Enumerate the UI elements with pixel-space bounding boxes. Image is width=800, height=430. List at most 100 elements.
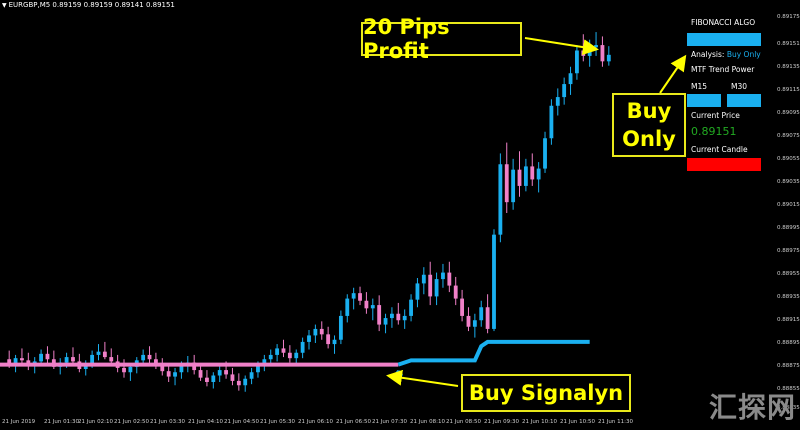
candle-body bbox=[211, 375, 216, 382]
tf2-label: M30 bbox=[731, 82, 748, 91]
candle-body bbox=[492, 234, 496, 329]
candle-body bbox=[153, 359, 158, 366]
time-tick: 21 Jun 03:30 bbox=[150, 419, 185, 425]
price-tick: 0.89115 bbox=[777, 87, 800, 93]
candle-body bbox=[256, 364, 260, 373]
time-tick: 21 Jun 06:10 bbox=[298, 419, 333, 425]
price-tick: 0.88875 bbox=[777, 363, 800, 369]
time-tick: 21 Jun 06:50 bbox=[336, 419, 371, 425]
time-tick: 21 Jun 2019 bbox=[2, 419, 36, 425]
dropdown-triangle-icon[interactable]: ▼ bbox=[2, 2, 7, 9]
candle-body bbox=[141, 354, 146, 361]
time-axis: 21 Jun 2019 21 Jun 01:30 21 Jun 02:10 21… bbox=[0, 415, 774, 430]
price-tick: 0.88835 bbox=[777, 405, 800, 411]
candle-body bbox=[275, 348, 280, 355]
candle-body bbox=[236, 380, 241, 386]
candle-body bbox=[166, 371, 171, 377]
candle-body bbox=[504, 164, 509, 203]
watermark-logo: 汇探网 bbox=[708, 391, 796, 424]
candle-body bbox=[351, 293, 356, 299]
time-tick: 21 Jun 02:50 bbox=[114, 419, 149, 425]
candle-body bbox=[332, 339, 337, 345]
buy-only-callout: Buy Only bbox=[612, 93, 686, 157]
profit-callout: 20 Pips Profit bbox=[361, 15, 522, 63]
candle-body bbox=[562, 84, 567, 98]
price-tick: 0.89175 bbox=[777, 14, 800, 20]
time-tick: 21 Jun 08:50 bbox=[446, 419, 481, 425]
candle-body bbox=[173, 372, 177, 377]
time-tick: 21 Jun 08:10 bbox=[410, 419, 445, 425]
candle-body bbox=[96, 351, 101, 355]
candle-body bbox=[472, 320, 477, 327]
price-tick: 0.88895 bbox=[777, 340, 800, 346]
candle-body bbox=[370, 305, 375, 309]
candle-body bbox=[377, 305, 382, 325]
current-price-value: 0.89151 bbox=[691, 125, 737, 138]
current-price-label: Current Price bbox=[691, 111, 740, 120]
panel-signal-bar bbox=[687, 33, 761, 46]
price-tick: 0.88995 bbox=[777, 225, 800, 231]
price-tick: 0.89095 bbox=[777, 110, 800, 116]
candle-body bbox=[307, 335, 311, 342]
candle-body bbox=[555, 97, 560, 106]
candle-body bbox=[511, 169, 516, 203]
candle-body bbox=[460, 298, 465, 316]
candle-body bbox=[243, 378, 248, 386]
analysis-label: Analysis: bbox=[691, 50, 725, 59]
time-tick: 21 Jun 10:10 bbox=[522, 419, 557, 425]
panel-title: FIBONACCI ALGO bbox=[691, 18, 756, 27]
candle-body bbox=[249, 372, 254, 379]
time-tick: 21 Jun 05:30 bbox=[260, 419, 295, 425]
candle-body bbox=[453, 285, 458, 299]
candle-body bbox=[396, 313, 401, 321]
time-tick: 21 Jun 11:30 bbox=[598, 419, 633, 425]
candle-body bbox=[549, 105, 554, 139]
candle-body bbox=[122, 367, 126, 373]
symbol-header: ▼ EURGBP,M5 0.89159 0.89159 0.89141 0.891… bbox=[2, 1, 175, 9]
mtf-label: MTF Trend Power bbox=[691, 65, 755, 74]
candle-body bbox=[581, 50, 586, 56]
time-tick: 21 Jun 01:30 bbox=[44, 419, 79, 425]
price-tick: 0.88935 bbox=[777, 294, 800, 300]
candle-body bbox=[485, 307, 490, 329]
candle-body bbox=[479, 307, 484, 321]
tf1-power-bar bbox=[687, 94, 721, 107]
time-tick: 21 Jun 09:30 bbox=[484, 419, 519, 425]
current-candle-label: Current Candle bbox=[691, 145, 748, 154]
analysis-value: Buy Only bbox=[726, 50, 761, 59]
buy-only-line1: Buy bbox=[626, 99, 672, 123]
candle-body bbox=[338, 315, 343, 340]
profit-callout-text: 20 Pips Profit bbox=[363, 15, 450, 63]
candle-body bbox=[358, 293, 362, 301]
candle-body bbox=[268, 354, 273, 360]
candle-body bbox=[20, 358, 24, 361]
candle-body bbox=[300, 341, 305, 353]
candle-body bbox=[217, 370, 222, 376]
candle-body bbox=[205, 377, 209, 382]
time-tick: 21 Jun 07:30 bbox=[372, 419, 407, 425]
buy-only-line2: Only bbox=[622, 127, 676, 151]
candle-body bbox=[517, 169, 522, 186]
candle-body bbox=[606, 54, 611, 62]
candle-body bbox=[409, 299, 413, 316]
candle-body bbox=[434, 279, 439, 297]
candle-body bbox=[281, 348, 286, 353]
candle-body bbox=[364, 300, 369, 309]
candle-body bbox=[415, 283, 420, 300]
buy-signal-callout: Buy Signalyn bbox=[461, 374, 631, 412]
time-tick: 21 Jun 04:10 bbox=[188, 419, 223, 425]
candle-body bbox=[294, 352, 299, 359]
price-tick: 0.89151 bbox=[777, 41, 800, 47]
candle-body bbox=[530, 166, 535, 180]
candle-body bbox=[441, 272, 445, 280]
candle-body bbox=[536, 168, 541, 180]
candle-body bbox=[109, 357, 114, 362]
candle-body bbox=[224, 370, 228, 375]
candle-body bbox=[313, 328, 318, 336]
time-tick: 21 Jun 02:10 bbox=[78, 419, 113, 425]
buy-signal-text: Buy Signalyn bbox=[468, 381, 624, 405]
price-tick: 0.88955 bbox=[777, 271, 800, 277]
candle-body bbox=[568, 73, 573, 85]
analysis-row: Analysis: Buy Only bbox=[691, 50, 761, 59]
